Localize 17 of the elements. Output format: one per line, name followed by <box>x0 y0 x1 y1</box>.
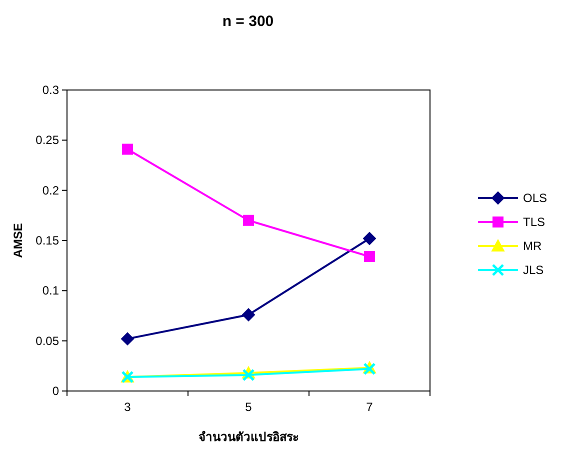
legend-label: JLS <box>523 263 544 277</box>
y-tick-label: 0.25 <box>36 133 60 148</box>
y-tick-label: 0.2 <box>42 183 60 198</box>
chart-title: n = 300 <box>222 13 274 30</box>
x-tick-label: 3 <box>124 400 132 414</box>
y-axis-title: AMSE <box>11 223 25 258</box>
legend-label: MR <box>523 239 542 253</box>
y-tick-label: 0.1 <box>42 284 60 298</box>
legend-label: OLS <box>523 191 548 205</box>
x-axis-title: จำนวนตัวแปรอิสระ <box>198 430 298 444</box>
y-tick-label: 0.05 <box>36 334 60 348</box>
x-tick-label: 5 <box>245 400 252 414</box>
x-tick-label: 7 <box>366 400 374 414</box>
y-tick-label: 0.15 <box>36 234 60 248</box>
legend-label: TLS <box>523 215 546 229</box>
y-tick-label: 0.3 <box>42 83 60 97</box>
y-tick-label: 0 <box>52 384 60 398</box>
